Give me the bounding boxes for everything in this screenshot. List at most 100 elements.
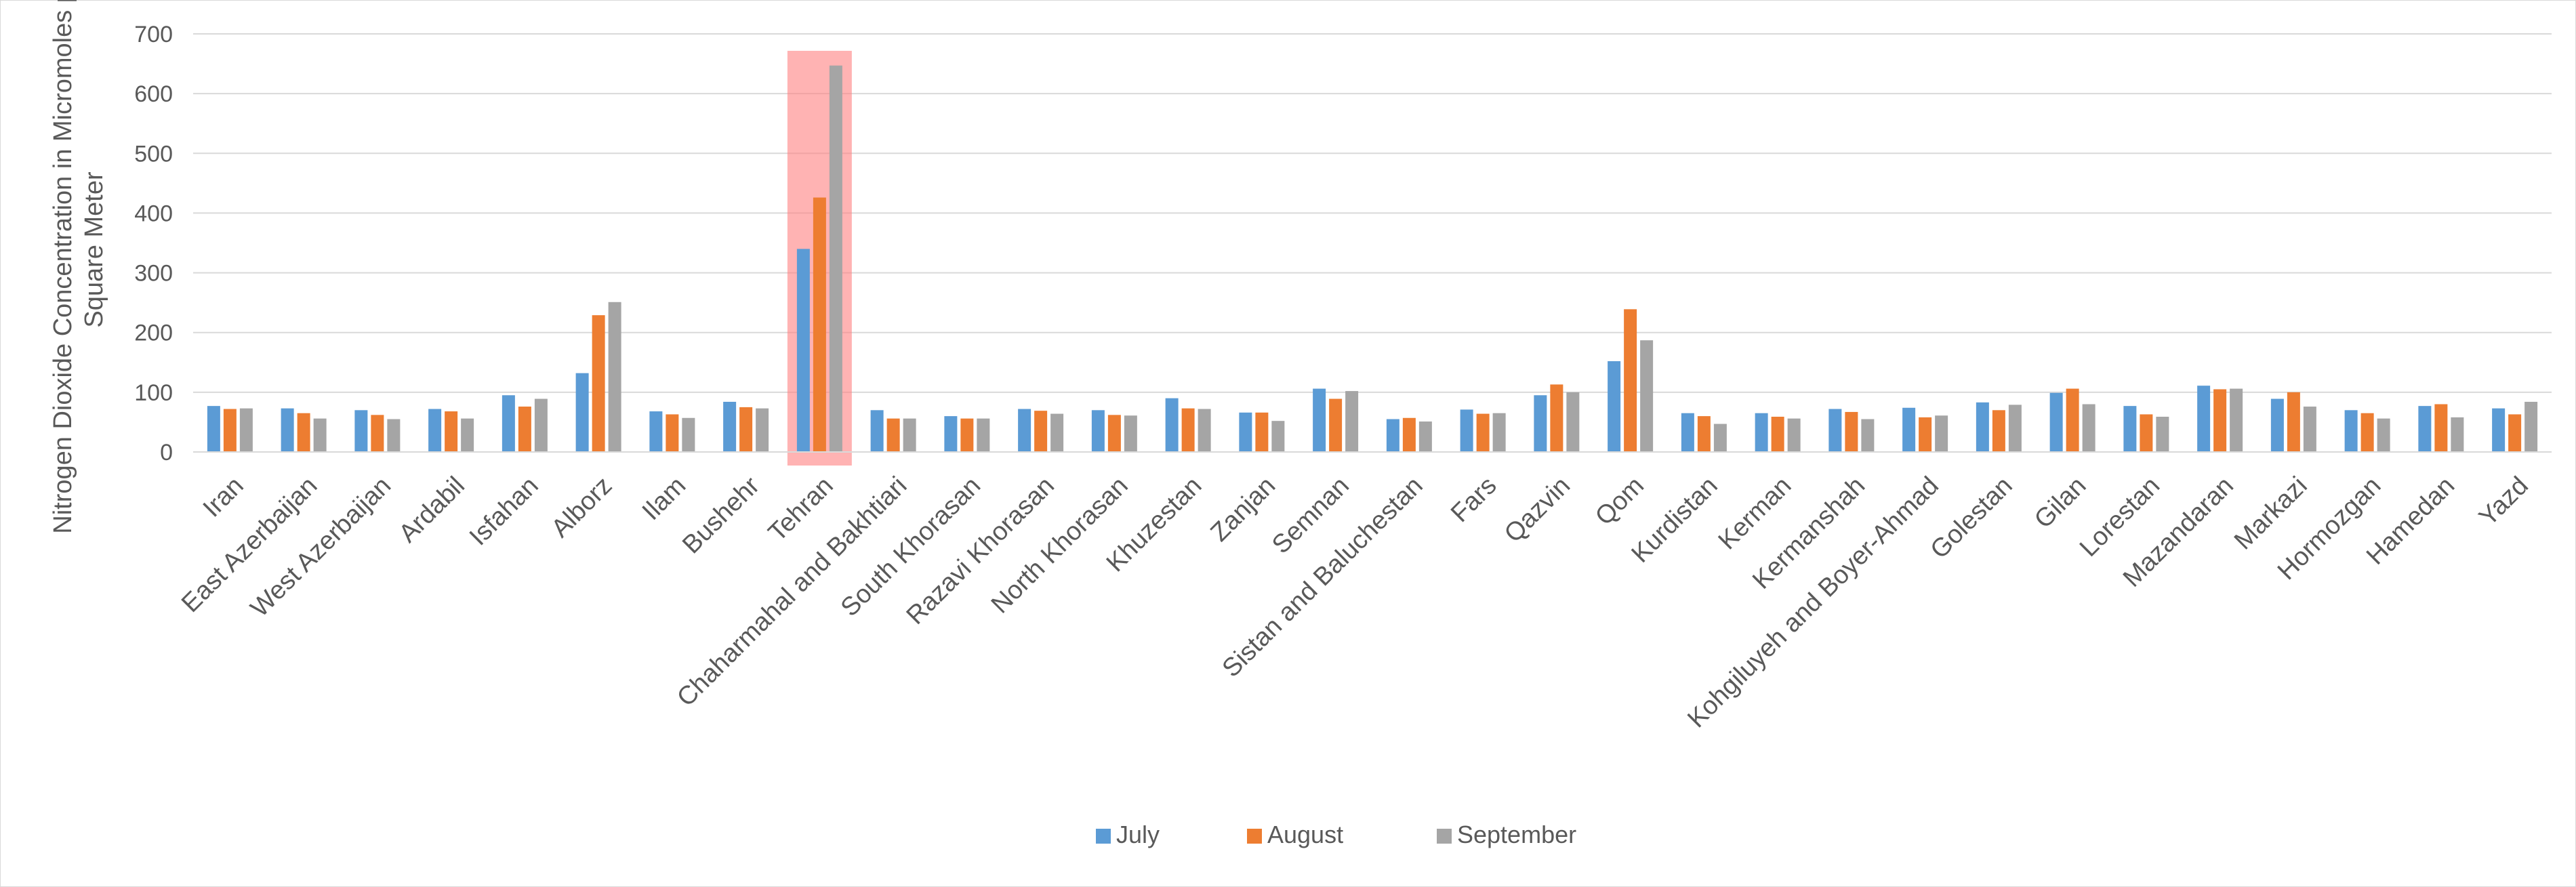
y-tick-label: 300 (134, 261, 173, 287)
x-tick-label: Iran (198, 472, 249, 523)
bar (796, 249, 810, 452)
bar (1034, 411, 1048, 452)
bar (313, 418, 327, 452)
bar (1313, 388, 1326, 452)
x-tick-label: Qom (1590, 472, 1650, 531)
bar (1107, 415, 1121, 452)
bar (1681, 413, 1694, 452)
bar (1050, 413, 1064, 452)
y-tick-label: 700 (134, 22, 173, 47)
legend-label: September (1457, 821, 1576, 848)
bar (2049, 392, 2063, 452)
bar (1919, 417, 1932, 452)
bar (1550, 384, 1563, 452)
bar (1460, 409, 1473, 452)
bar (592, 315, 605, 452)
bar (756, 408, 769, 452)
bar (870, 410, 884, 452)
bar (1828, 409, 1842, 452)
bar (886, 418, 900, 452)
bar (2360, 413, 2374, 452)
bar (207, 406, 220, 452)
bar (445, 411, 458, 452)
bar (1418, 421, 1432, 452)
bar (1329, 398, 1343, 452)
bar (281, 408, 294, 452)
bar (1165, 398, 1179, 452)
bar (829, 65, 842, 453)
bar (903, 418, 916, 452)
bar (1755, 413, 1768, 452)
bar (2434, 404, 2448, 452)
bar (2344, 410, 2358, 452)
bar (428, 409, 442, 452)
x-tick-label: East Azerbaijan (176, 472, 323, 618)
x-tick-label: Bushehr (677, 471, 765, 559)
bar (1492, 413, 1506, 452)
bar (1935, 415, 1948, 452)
bar (2377, 418, 2390, 452)
bar (608, 302, 621, 452)
x-tick-label: Ardabil (394, 472, 470, 548)
bar (1640, 340, 1654, 452)
x-tick-label: Yazd (2474, 472, 2534, 532)
bar (1566, 392, 1580, 452)
bar (1787, 418, 1801, 452)
bar (1255, 412, 1269, 452)
bar (1345, 391, 1359, 452)
bar (2451, 417, 2464, 452)
x-tick-label: Isfahan (464, 472, 544, 552)
bar (2524, 401, 2538, 452)
y-tick-label: 100 (134, 380, 173, 406)
bar (297, 413, 310, 452)
bar (1402, 417, 1416, 452)
bar (1091, 410, 1105, 452)
bar (1124, 415, 1137, 452)
bar (1239, 412, 1252, 452)
bar (1992, 410, 2005, 452)
bar (1861, 419, 1875, 452)
bar (2066, 388, 2079, 452)
bar (534, 398, 548, 452)
bar (960, 418, 974, 452)
bar (1624, 309, 1637, 452)
bar (575, 373, 589, 452)
bar (2418, 406, 2432, 452)
x-tick-label: Gilan (2029, 472, 2091, 534)
y-tick-label: 0 (160, 440, 173, 466)
x-tick-label: West Azerbaijan (245, 472, 396, 623)
bar (1271, 421, 1285, 452)
bar (1845, 411, 1858, 452)
x-tick-label: Fars (1446, 472, 1502, 528)
bar (1476, 413, 1490, 452)
x-tick-label: Golestan (1925, 472, 2018, 564)
bar (2303, 407, 2316, 452)
bar (2213, 389, 2227, 452)
bar (2492, 408, 2506, 452)
bar (1902, 407, 1916, 452)
bar (354, 410, 368, 452)
bar (2508, 414, 2522, 452)
bar (223, 409, 237, 452)
y-tick-label: 200 (134, 321, 173, 346)
bar (2270, 398, 2284, 452)
bar (944, 416, 958, 452)
x-tick-label: Qazvin (1499, 472, 1576, 548)
x-tick-label: Ilam (637, 472, 691, 526)
bar (1976, 402, 1989, 452)
y-tick-label: 500 (134, 141, 173, 167)
bar (977, 418, 990, 452)
legend-swatch (1247, 829, 1262, 844)
bar (502, 395, 515, 452)
bar (1181, 408, 1195, 452)
x-tick-label: North Khorasan (986, 472, 1134, 619)
bar (239, 408, 253, 452)
x-tick-label: Alborz (546, 472, 618, 543)
legend-swatch (1437, 829, 1452, 844)
bar (371, 415, 384, 452)
bar (2156, 416, 2169, 452)
bar (1018, 409, 1031, 452)
bar (723, 401, 737, 452)
